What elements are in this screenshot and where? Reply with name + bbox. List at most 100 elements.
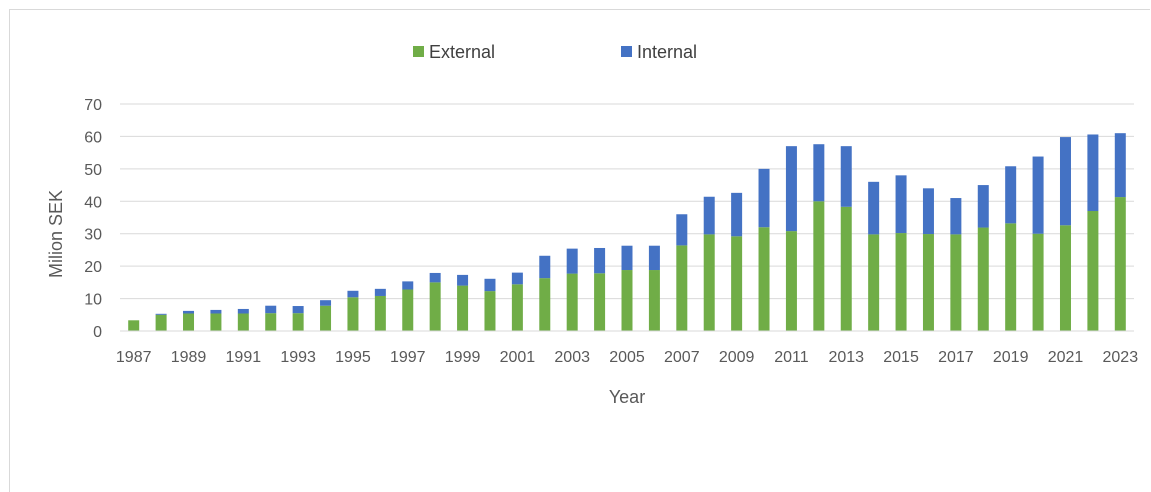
- bar-internal-2017: [950, 198, 962, 235]
- x-tick-label: 2011: [774, 349, 809, 366]
- bar-external-1989: [183, 313, 195, 331]
- x-tick-label: 1991: [226, 349, 262, 366]
- bar-external-2014: [868, 234, 880, 331]
- x-tick-label: 1993: [280, 349, 316, 366]
- legend-swatch-internal: [621, 46, 632, 57]
- bar-external-2021: [1059, 225, 1071, 331]
- bar-internal-2010: [758, 168, 770, 228]
- x-tick-label: 1999: [445, 349, 481, 366]
- bar-external-2010: [758, 227, 770, 331]
- bar-external-2011: [785, 231, 797, 331]
- legend-label-external: External: [429, 42, 495, 62]
- bar-internal-2016: [922, 188, 934, 235]
- x-tick-label: 2015: [883, 349, 919, 366]
- bars: [128, 133, 1126, 331]
- bar-external-1997: [402, 289, 414, 331]
- bar-external-1995: [347, 297, 359, 331]
- bar-external-2002: [539, 278, 551, 331]
- x-tick-label: 2001: [500, 349, 536, 366]
- x-tick-label: 2013: [828, 349, 864, 366]
- y-tick-label: 40: [84, 194, 102, 211]
- bar-internal-2002: [539, 255, 551, 279]
- bar-internal-2012: [813, 144, 825, 202]
- x-tick-label: 2021: [1048, 349, 1084, 366]
- bar-internal-1994: [320, 300, 332, 306]
- x-tick-label: 2017: [938, 349, 974, 366]
- bar-external-2018: [977, 227, 989, 331]
- bar-internal-1989: [183, 310, 195, 314]
- bar-external-2019: [1005, 223, 1017, 331]
- x-tick-label: 1995: [335, 349, 371, 366]
- bar-internal-1995: [347, 290, 359, 298]
- bar-internal-1991: [237, 308, 249, 314]
- bar-internal-2020: [1032, 156, 1044, 234]
- x-tick-label: 2007: [664, 349, 700, 366]
- bar-internal-2011: [785, 146, 797, 232]
- bar-internal-1993: [292, 306, 304, 314]
- bar-external-1998: [429, 282, 441, 331]
- bar-external-2004: [594, 273, 606, 331]
- bar-external-2000: [484, 291, 496, 331]
- bar-external-1988: [155, 314, 167, 331]
- bar-external-2017: [950, 234, 962, 331]
- bar-internal-2003: [566, 248, 578, 274]
- bar-external-2001: [511, 284, 523, 331]
- y-axis-title: Milion SEK: [46, 190, 66, 278]
- y-tick-label: 20: [84, 259, 102, 276]
- y-tick-label: 70: [84, 97, 102, 114]
- bar-external-2007: [676, 245, 688, 331]
- bar-external-2022: [1087, 211, 1099, 331]
- bar-external-2015: [895, 233, 907, 331]
- bar-external-2020: [1032, 233, 1044, 331]
- bar-internal-1998: [429, 272, 441, 283]
- bar-internal-2023: [1114, 133, 1126, 198]
- legend-label-internal: Internal: [637, 42, 697, 62]
- y-tick-label: 10: [84, 292, 102, 309]
- x-tick-label: 2019: [993, 349, 1029, 366]
- chart-frame: [9, 9, 1150, 492]
- bar-external-2008: [703, 234, 715, 331]
- y-tick-label: 60: [84, 129, 102, 146]
- x-tick-label: 1989: [171, 349, 207, 366]
- x-tick-label: 2023: [1103, 349, 1139, 366]
- bar-external-2023: [1114, 197, 1126, 331]
- x-axis-ticks: 1987 1989 1991 1993 1995 1997 1999 2001 2003 2005…: [116, 349, 1138, 366]
- x-axis-title: Year: [609, 387, 645, 407]
- bar-external-1996: [374, 295, 386, 331]
- bar-external-2013: [840, 206, 852, 331]
- bar-internal-2019: [1005, 166, 1017, 224]
- bar-external-2005: [621, 270, 633, 331]
- bar-internal-2022: [1087, 134, 1099, 212]
- bar-internal-2013: [840, 146, 852, 207]
- y-tick-label: 0: [93, 324, 102, 341]
- bar-external-1990: [210, 313, 222, 331]
- bar-internal-2006: [648, 245, 660, 271]
- bar-external-1994: [320, 305, 332, 331]
- bar-external-1987: [128, 320, 140, 331]
- legend: External Internal: [413, 42, 697, 62]
- x-tick-label: 2009: [719, 349, 755, 366]
- bar-internal-1996: [374, 288, 386, 296]
- y-tick-label: 50: [84, 162, 102, 179]
- bar-internal-2015: [895, 175, 907, 234]
- bar-external-1991: [237, 313, 249, 331]
- x-tick-label: 2003: [554, 349, 590, 366]
- bar-internal-2000: [484, 278, 496, 292]
- bar-internal-1990: [210, 309, 222, 314]
- bar-internal-2021: [1059, 137, 1071, 226]
- bar-internal-2004: [594, 247, 606, 274]
- bar-internal-1988: [155, 313, 167, 315]
- bar-external-1999: [457, 285, 469, 331]
- bar-external-2006: [648, 270, 660, 331]
- bar-internal-1999: [457, 274, 469, 286]
- bar-external-2016: [922, 234, 934, 331]
- bar-external-1993: [292, 313, 304, 331]
- legend-swatch-external: [413, 46, 424, 57]
- bar-external-1992: [265, 313, 277, 331]
- x-tick-label: 2005: [609, 349, 645, 366]
- bar-internal-2005: [621, 245, 633, 271]
- bar-external-2003: [566, 273, 578, 331]
- bar-internal-2014: [868, 181, 880, 235]
- y-axis-ticks: 0 10 20 30 40 50 60 70: [84, 97, 102, 341]
